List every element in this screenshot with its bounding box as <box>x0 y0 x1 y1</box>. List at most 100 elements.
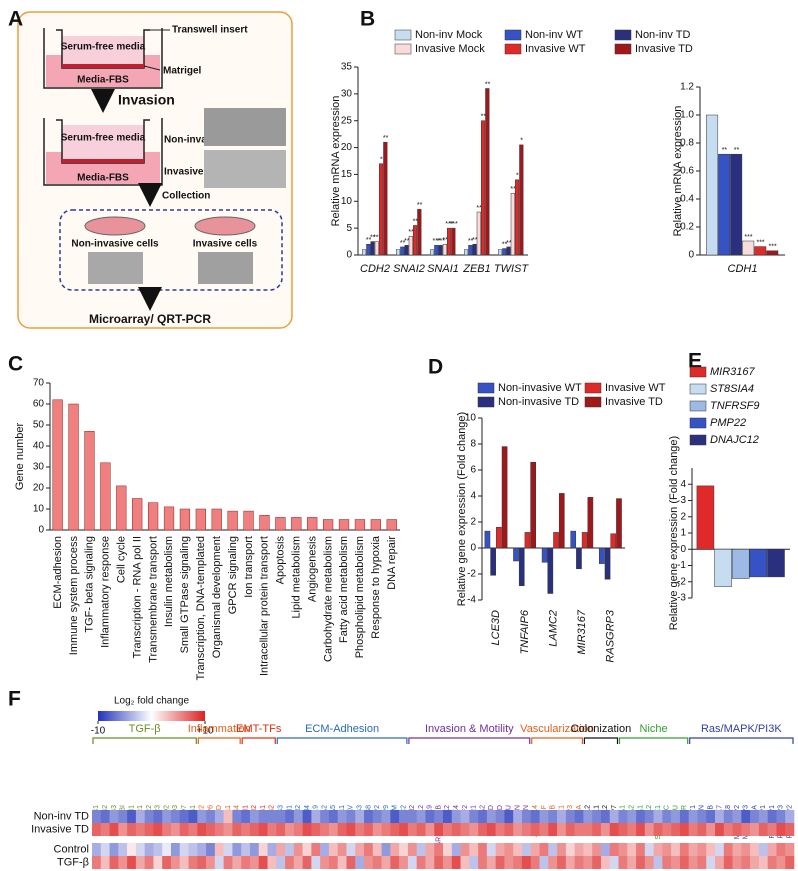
bar <box>510 192 515 256</box>
heat-cell <box>504 823 514 836</box>
significance: ** <box>404 238 410 245</box>
bar <box>179 508 191 531</box>
heat-cell <box>618 843 628 856</box>
heat-cell <box>223 810 233 823</box>
heat-cell <box>486 843 496 856</box>
output-label: Microarray/ QRT-PCR <box>89 312 211 326</box>
heat-cell <box>521 843 532 856</box>
x-tick-label: TGF- beta signaling <box>84 536 96 633</box>
diagram: Transwell insert Serum-free media Matrig… <box>17 11 293 329</box>
bar <box>464 249 469 256</box>
heat-cell <box>495 810 505 823</box>
heat-cell <box>399 823 409 836</box>
heat-cell <box>758 843 768 856</box>
label: Invasive cells <box>193 239 258 250</box>
heat-cell <box>557 856 567 869</box>
legend-swatch <box>584 382 602 394</box>
bar <box>547 547 554 594</box>
heat-cell <box>443 856 453 869</box>
heat-cell <box>513 810 523 823</box>
bar <box>434 245 439 256</box>
heat-cell <box>92 823 102 836</box>
heat-cell <box>478 856 488 869</box>
heat-cell <box>451 843 461 856</box>
label: Matrigel <box>163 66 202 77</box>
heat-cell <box>188 823 198 836</box>
heat-cell <box>644 823 654 836</box>
micrograph <box>204 150 286 188</box>
heat-cell <box>179 823 189 836</box>
heat-cell <box>521 823 532 836</box>
legend-label: Non-inv WT <box>525 29 583 41</box>
x-tick-label: Phospholipid metabolism <box>354 536 366 658</box>
group-bracket <box>197 737 241 744</box>
row-label: TGF-β <box>57 856 89 868</box>
heat-cell <box>206 823 216 836</box>
y-tick-label: -2 <box>677 576 686 587</box>
heat-cell <box>170 810 181 823</box>
bar <box>147 502 159 531</box>
significance: ** <box>442 237 448 244</box>
heat-cell <box>521 856 532 869</box>
legend-swatch <box>614 29 632 41</box>
bar <box>370 241 375 256</box>
significance: *** <box>445 221 453 228</box>
row-label: Invasive TD <box>31 823 89 835</box>
label: Serum-free media <box>61 133 146 144</box>
bar <box>498 249 503 256</box>
heat-cell <box>372 823 382 836</box>
heat-cell <box>258 856 268 869</box>
bar <box>430 249 435 256</box>
panel-label: A <box>8 8 23 31</box>
heat-cell <box>92 843 102 856</box>
heat-cell <box>285 843 295 856</box>
heat-cell <box>776 843 786 856</box>
bar <box>451 227 456 256</box>
heat-cell <box>600 823 611 836</box>
dish <box>84 216 146 236</box>
heat-cell <box>504 843 514 856</box>
well <box>43 118 163 186</box>
heat-cell <box>267 823 277 836</box>
significance: ** <box>506 240 512 247</box>
heat-cell <box>416 843 426 856</box>
heat-cell <box>767 810 777 823</box>
heat-cell <box>355 823 365 836</box>
heat-cell <box>697 843 707 856</box>
heat-cell <box>390 843 400 856</box>
heat-cell <box>504 856 514 869</box>
heat-cell <box>565 810 575 823</box>
heat-cell <box>346 810 356 823</box>
x-tick-label: Apoptosis <box>275 536 287 585</box>
y-tick-label: 1 <box>680 528 686 539</box>
legend-swatch <box>504 29 522 41</box>
panel-label: D <box>428 356 443 379</box>
significance: ** <box>370 234 376 241</box>
y-tick-label: 0 <box>38 525 44 536</box>
heat-cell <box>688 810 698 823</box>
heat-cell <box>758 823 768 836</box>
heat-cell <box>276 823 286 836</box>
label: Non-invasive cells <box>71 239 159 250</box>
x-tick-label: CDH2 <box>360 263 390 275</box>
bar <box>519 144 524 256</box>
heat-cell <box>206 856 216 869</box>
bar <box>485 88 490 256</box>
heat-cell <box>530 810 540 823</box>
heat-cell <box>416 856 426 869</box>
heat-cell <box>627 843 637 856</box>
heat-cell <box>293 843 303 856</box>
heat-cell <box>776 810 786 823</box>
heat-cell <box>741 843 751 856</box>
y-tick-label: 0.4 <box>680 194 694 205</box>
significance: ** <box>510 186 516 193</box>
heat-cell <box>100 843 110 856</box>
bar <box>52 399 63 531</box>
significance: ** <box>502 241 508 248</box>
y-tick-label: 15 <box>341 169 353 180</box>
heat-cell <box>390 856 400 869</box>
heat-cell <box>162 823 172 836</box>
bar <box>307 517 318 531</box>
legend-label: DNAJC12 <box>710 434 759 446</box>
heat-cell <box>320 843 330 856</box>
